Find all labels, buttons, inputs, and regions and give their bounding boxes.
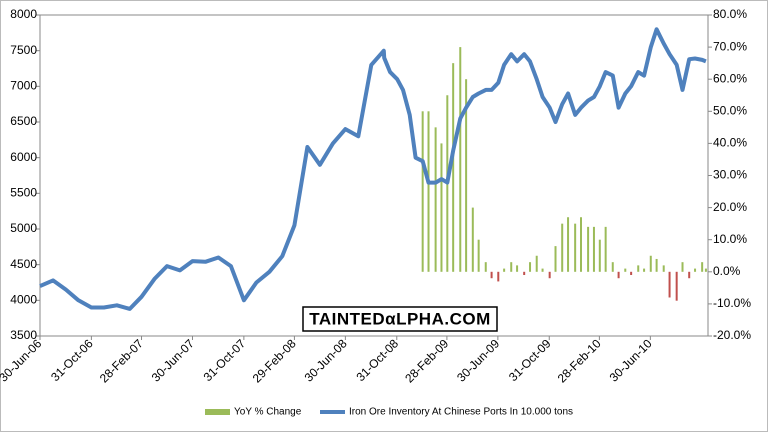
bar (554, 246, 557, 272)
bar (643, 268, 646, 272)
legend-label: Iron Ore Inventory At Chinese Ports In 1… (349, 407, 573, 418)
watermark-frame (302, 306, 498, 332)
bar (548, 271, 551, 279)
bar (637, 265, 640, 272)
bar (617, 271, 620, 279)
bar (477, 239, 480, 272)
bar (567, 217, 570, 272)
bar (624, 268, 627, 272)
bar (440, 143, 443, 272)
y2-tick-label: 10.0% (713, 232, 747, 246)
bar (668, 271, 671, 298)
bar (580, 217, 583, 272)
watermark: TAINTEDαLPHA.COM (309, 309, 491, 328)
watermark-box: TAINTEDαLPHA.COM (302, 306, 498, 332)
bar (675, 271, 678, 301)
bar (598, 239, 601, 272)
bar (561, 223, 564, 272)
bar (535, 255, 538, 272)
bar (484, 262, 487, 272)
y2-tick-label: -10.0% (713, 296, 751, 310)
bar (523, 271, 526, 276)
y-tick-label: 7500 (10, 43, 37, 57)
y2-tick-label: 40.0% (713, 136, 747, 150)
bar (452, 63, 455, 272)
y-tick-label: 6000 (10, 150, 37, 164)
bar (497, 271, 500, 282)
bar (421, 111, 424, 272)
y2-tick-label: 30.0% (713, 168, 747, 182)
legend-swatch (205, 409, 230, 415)
line (39, 27, 707, 311)
bar (649, 255, 652, 272)
y-tick-label: 7000 (10, 79, 37, 93)
y2-tick-label: 0.0% (713, 264, 741, 278)
y2-tick-label: 70.0% (713, 39, 747, 53)
y2-tick-label: 20.0% (713, 200, 747, 214)
y2-tick-label: 80.0% (713, 7, 747, 21)
y-tick-label: 5500 (10, 186, 37, 200)
y2-tick-label: 50.0% (713, 103, 747, 117)
bar (704, 268, 707, 272)
bar (587, 226, 590, 272)
y2-tick-label: 60.0% (713, 71, 747, 85)
bar (465, 79, 468, 272)
y-tick-label: 4000 (10, 293, 37, 307)
bar (611, 262, 614, 272)
legend-label: YoY % Change (234, 407, 302, 418)
bar (459, 47, 462, 272)
y-tick-label: 4500 (10, 257, 37, 271)
bar (688, 271, 691, 279)
bar (592, 226, 595, 272)
bar (541, 268, 544, 272)
y2-tick-label: -20.0% (713, 328, 751, 342)
y-tick-label: 6500 (10, 114, 37, 128)
bar (574, 223, 577, 272)
bar (490, 271, 493, 279)
bar (604, 226, 607, 272)
y-tick-label: 5000 (10, 221, 37, 235)
bar (662, 265, 665, 272)
y-tick-label: 3500 (10, 328, 37, 342)
bar (434, 127, 437, 272)
bar (529, 262, 532, 272)
bar (427, 111, 430, 272)
bar (630, 271, 633, 276)
bar (471, 207, 474, 272)
bar (694, 268, 697, 272)
bar (516, 265, 519, 272)
bar (503, 268, 506, 272)
bar (510, 262, 513, 272)
bar (655, 258, 658, 272)
bar (701, 262, 704, 272)
bar (681, 262, 684, 272)
y-tick-label: 8000 (10, 7, 37, 21)
